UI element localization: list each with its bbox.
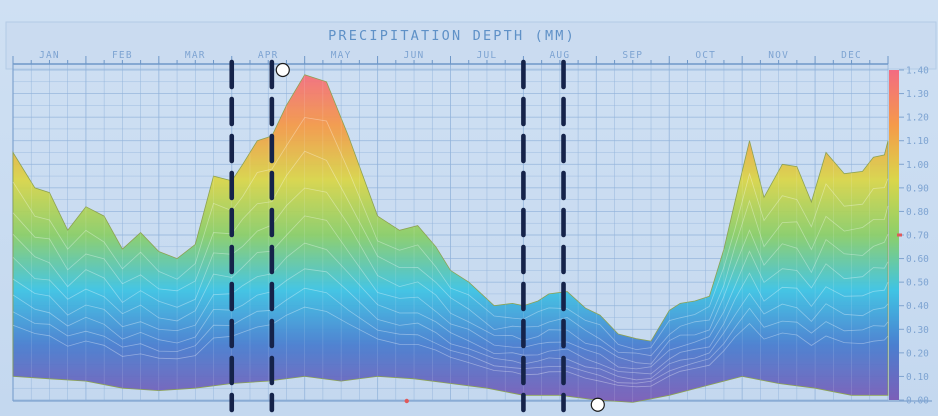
month-tick-label: JUL [477,50,498,61]
month-tick-label: SEP [622,50,643,61]
depth-profile-line [12,287,889,384]
marker-trough [590,397,605,412]
month-tick-label: JAN [39,50,60,61]
month-tick-label: NOV [768,50,789,61]
y-tick-label: 1.40 [906,66,929,77]
depth-profile-line [12,268,889,381]
markers [275,62,605,412]
y-tick-label: 0.10 [906,372,929,383]
header-band [5,21,937,70]
y-tick-label: 0.70 [906,231,929,242]
month-tick-label: OCT [695,50,716,61]
accent-tick-x [404,398,409,404]
y-tick-labels: 1.40 1.30 1.20 1.10 1.00 0.90 0.80 0.70 0.60 0.50… [404,66,929,407]
month-tick-label: APR [258,50,279,61]
y-tick-label: 0.00 [906,396,929,407]
y-tick-label: 1.00 [906,160,929,171]
y-tick-label: 0.60 [906,254,929,265]
y-tick-label: 0.80 [906,207,929,218]
y-tick-label: 0.90 [906,183,929,194]
depth-profile-line [12,242,889,375]
depth-profile-line [12,306,889,388]
depth-profiles [12,74,889,403]
y-tick-label: 0.20 [906,348,929,359]
y-tick-label: 1.30 [906,89,929,100]
chart-title: Precipitation Depth (mm) [328,28,576,44]
month-labels: JAN FEB MAR APR MAY JUN JUL AUG SEP OCT NOV DEC [39,50,862,61]
y-tick-label: 0.40 [906,301,929,312]
month-tick-label: AUG [549,50,570,61]
month-tick-label: FEB [112,50,133,61]
y-tick-label: 0.50 [906,278,929,289]
month-tick-label: DEC [841,50,862,61]
y-tick-label: 0.30 [906,325,929,336]
month-tick-label: MAY [331,50,352,61]
depth-profile-line [12,215,889,370]
highlight-bands [229,59,566,413]
depth-profile-line [12,150,889,357]
depth-profile-line [12,187,889,365]
accent-tick-y [897,233,902,237]
y-tick-label: 1.10 [906,136,929,147]
y-tick-label: 1.20 [906,113,929,124]
month-tick-label: JUN [404,50,425,61]
depth-profile-line [12,117,889,351]
color-scale-bar [889,70,899,400]
month-tick-label: MAR [185,50,206,61]
marker-peak [275,62,290,78]
